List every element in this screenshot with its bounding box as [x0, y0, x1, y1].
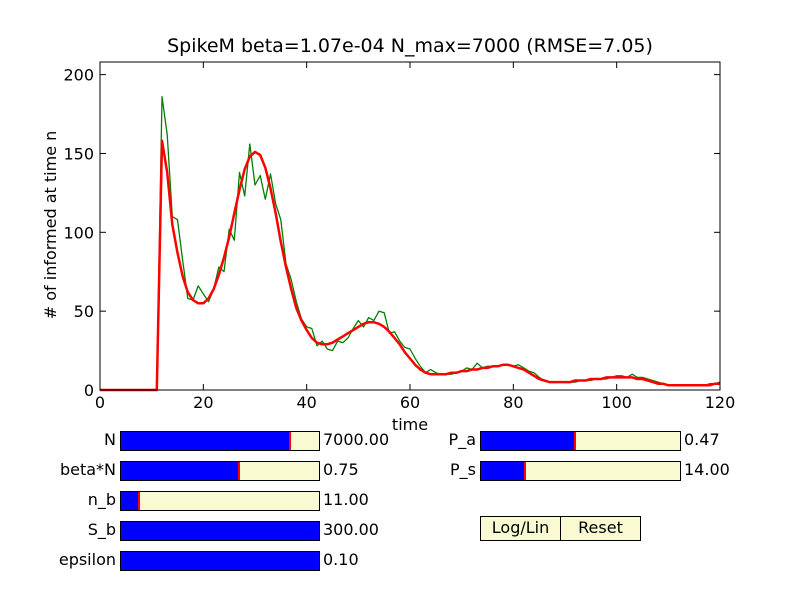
right-slider-label: P_a	[448, 430, 476, 449]
right-slider-p-a[interactable]	[480, 431, 681, 451]
y-axis-label: # of informed at time n	[41, 131, 60, 320]
slider-value: 11.00	[323, 490, 369, 509]
x-tick-label: 80	[503, 393, 523, 412]
line-chart: SpikeM beta=1.07e-04 N_max=7000 (RMSE=7.…	[41, 35, 735, 430]
y-tick-label: 50	[74, 302, 94, 321]
y-tick-label: 0	[84, 381, 94, 400]
slider-fill	[121, 552, 319, 570]
series-line-2	[100, 139, 720, 392]
x-axis-label: time	[392, 415, 428, 430]
slider-initial-marker	[523, 462, 526, 480]
left-slider-beta-n[interactable]	[120, 461, 320, 481]
plot-area	[99, 61, 721, 392]
slider-value: 0.10	[323, 550, 359, 569]
slider-fill	[121, 462, 239, 480]
slider-initial-marker	[237, 462, 240, 480]
x-tick-label: 100	[601, 393, 632, 412]
left-slider-epsilon[interactable]	[120, 551, 320, 571]
y-tick-label: 150	[63, 144, 94, 163]
left-slider-label: N	[104, 430, 116, 449]
right-slider-label: P_s	[450, 460, 476, 479]
x-tick-label: 0	[95, 393, 105, 412]
left-slider-n-b[interactable]	[120, 491, 320, 511]
slider-fill	[121, 492, 139, 510]
slider-value: 0.47	[684, 430, 720, 449]
left-slider-label: n_b	[87, 490, 116, 509]
x-tick-label: 60	[400, 393, 420, 412]
series-line-1	[100, 96, 721, 391]
slider-fill	[481, 462, 525, 480]
slider-value: 14.00	[684, 460, 730, 479]
x-tick-label: 40	[296, 393, 316, 412]
slider-fill	[121, 522, 319, 540]
slider-value: 7000.00	[323, 430, 390, 449]
right-slider-p-s[interactable]	[480, 461, 681, 481]
slider-initial-marker	[137, 492, 140, 510]
slider-fill	[121, 432, 291, 450]
slider-initial-marker	[573, 432, 576, 450]
x-tick-label: 120	[705, 393, 736, 412]
slider-initial-marker	[289, 432, 292, 450]
log-lin-toggle-button[interactable]: Log/Lin	[480, 516, 561, 541]
y-tick-label: 100	[63, 223, 94, 242]
slider-fill	[481, 432, 575, 450]
left-slider-label: beta*N	[59, 460, 116, 479]
plot-frame	[99, 61, 721, 391]
y-tick-label: 200	[63, 66, 94, 85]
chart-title: SpikeM beta=1.07e-04 N_max=7000 (RMSE=7.…	[167, 35, 653, 57]
reset-button[interactable]: Reset	[560, 516, 641, 541]
slider-value: 300.00	[323, 520, 379, 539]
left-slider-label: S_b	[87, 520, 116, 539]
left-slider-s-b[interactable]	[120, 521, 320, 541]
slider-value: 0.75	[323, 460, 359, 479]
left-slider-n[interactable]	[120, 431, 320, 451]
x-tick-label: 20	[193, 393, 213, 412]
left-slider-label: epsilon	[58, 550, 116, 569]
axis-ticks: 0 20 40 60 80 100 120 0 50 100 150 200	[63, 62, 735, 412]
